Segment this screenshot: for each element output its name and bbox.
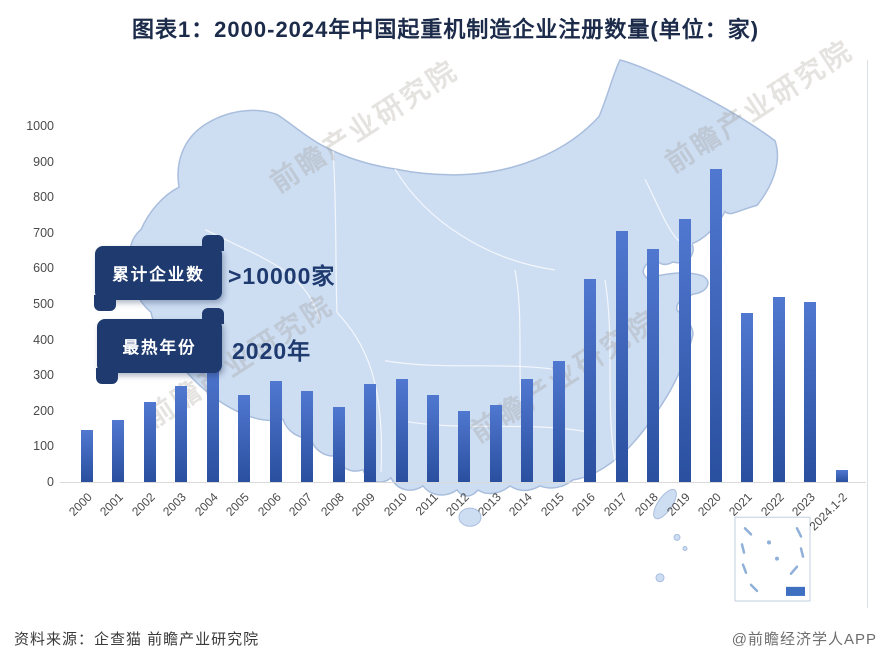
bar-2010 bbox=[395, 378, 408, 482]
bar-2019 bbox=[678, 218, 691, 482]
y-tick-label: 1000 bbox=[26, 119, 54, 133]
y-tick-label: 900 bbox=[33, 154, 54, 169]
map-edge-line bbox=[867, 60, 868, 608]
credit-text: @前瞻经济学人APP bbox=[731, 631, 877, 648]
y-tick-label: 800 bbox=[33, 190, 54, 205]
hainan-island bbox=[458, 507, 482, 527]
bar-2023 bbox=[804, 302, 817, 482]
callout-hottest-year: 最热年份 bbox=[96, 308, 224, 384]
y-tick-label: 500 bbox=[33, 297, 54, 311]
source-text: 资料来源：企查猫 前瞻产业研究院 bbox=[14, 631, 260, 648]
bar-2007 bbox=[301, 391, 314, 482]
callout-cumulative-value: >10000家 bbox=[228, 263, 336, 289]
bar-2018 bbox=[647, 248, 660, 482]
bar-2021 bbox=[741, 312, 754, 482]
y-tick-label: 300 bbox=[33, 368, 54, 383]
bar-2020 bbox=[710, 168, 722, 482]
bar-2000 bbox=[81, 430, 93, 482]
bar-2001 bbox=[112, 419, 125, 482]
y-tick-label: 700 bbox=[33, 225, 54, 240]
taiwan-island bbox=[653, 488, 677, 520]
bar-2002 bbox=[143, 401, 156, 482]
coastal-island bbox=[682, 545, 688, 552]
bar-2012 bbox=[458, 410, 471, 482]
y-tick-label: 200 bbox=[33, 403, 54, 418]
bar-2015 bbox=[552, 360, 565, 482]
bar-2009 bbox=[364, 384, 377, 482]
ribbon-curl-icon bbox=[94, 295, 116, 311]
bar-2024.1-2 bbox=[835, 469, 848, 482]
chart-title: 图表1：2000-2024年中国起重机制造企业注册数量(单位：家) bbox=[131, 17, 760, 42]
inset-label bbox=[786, 586, 805, 596]
bar-2016 bbox=[584, 279, 597, 482]
ribbon-curl-icon bbox=[96, 368, 118, 384]
bar-2008 bbox=[332, 407, 345, 482]
y-tick-label: 600 bbox=[33, 261, 54, 276]
plot-area: 前瞻产业研究院前瞻产业研究院前瞻产业研究院前瞻产业研究院 01002003004… bbox=[0, 34, 891, 610]
callout-cumulative-enterprises: 累计企业数 bbox=[94, 235, 224, 311]
ribbon-curl-icon bbox=[202, 308, 224, 324]
y-tick-label: 0 bbox=[47, 475, 54, 489]
coastal-island bbox=[673, 533, 681, 541]
callout-label: 累计企业数 bbox=[112, 266, 205, 284]
callout-hottest-year-value: 2020年 bbox=[232, 338, 312, 364]
x-axis-line bbox=[60, 482, 866, 483]
bar-2011 bbox=[426, 394, 439, 482]
coastal-island bbox=[655, 573, 665, 583]
bar-2006 bbox=[269, 380, 282, 482]
ribbon-curl-icon bbox=[202, 235, 224, 251]
bar-2017 bbox=[615, 231, 628, 482]
footer: 资料来源：企查猫 前瞻产业研究院 @前瞻经济学人APP bbox=[0, 628, 891, 649]
south-china-sea-inset bbox=[734, 516, 811, 602]
y-tick-label: 100 bbox=[33, 439, 54, 454]
bar-2003 bbox=[175, 385, 188, 482]
bar-2013 bbox=[489, 405, 502, 482]
bar-2004 bbox=[206, 360, 219, 482]
callout-label: 最热年份 bbox=[122, 339, 197, 357]
bar-2014 bbox=[521, 378, 534, 482]
y-tick-label: 400 bbox=[33, 332, 54, 347]
bar-2022 bbox=[772, 296, 785, 482]
bar-2005 bbox=[238, 394, 251, 482]
